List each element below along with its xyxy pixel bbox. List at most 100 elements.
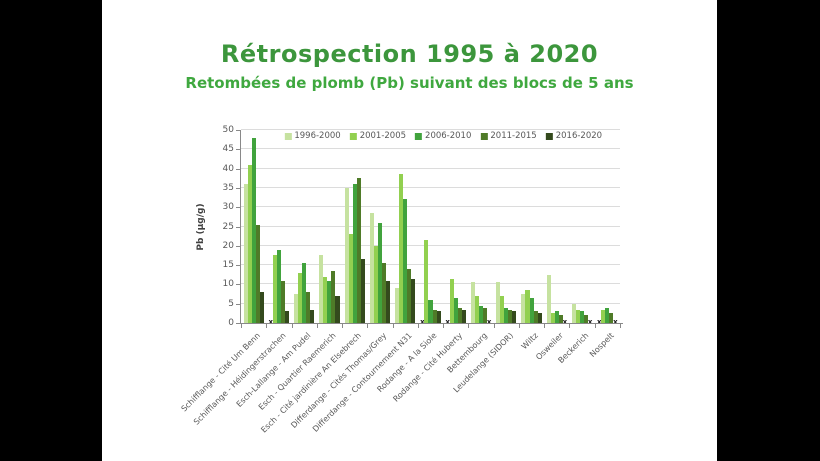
bar-slot [483,130,488,323]
x-axis-tick [291,324,293,328]
bar-slot [584,130,589,323]
bar-slot [298,130,303,323]
y-tick-label: 25 [222,221,234,232]
bar-slot [605,130,610,323]
bar-group [393,130,418,323]
bar-2006-2010 [554,311,559,323]
bar-2011-2015 [533,311,538,323]
bar-2011-2015 [508,309,513,323]
bar-1996-2000 [319,255,324,323]
bar-group: x [266,130,291,326]
bar-2016-2020 [436,311,441,323]
bar-slot [436,130,441,323]
bar-slot [432,130,437,323]
bar-slot [323,130,328,323]
x-axis-tick [493,324,495,328]
category-label: Nospelt [587,331,616,359]
bar-slot [381,130,387,323]
x-axis-tick [367,324,369,328]
legend-label: 2011-2015 [490,131,537,141]
x-axis-tick [569,324,571,328]
bar-slot [537,130,542,323]
y-axis-tick [236,265,240,267]
bar-2016-2020 [360,259,365,323]
bar-2006-2010 [504,307,509,323]
bar-slot [403,130,408,323]
y-tick-label: 0 [228,318,234,328]
category-label: Wiltz [519,331,540,352]
bar-slot [601,130,606,323]
plot-area: 0 5 10 15 20 25 30 35 40 45 50 x x x x x x x x [223,125,623,328]
bar-2011-2015 [483,307,488,323]
bar-group [342,130,367,323]
bar-2016-2020 [310,309,315,323]
bar-2006-2010 [352,184,357,323]
bar-slot [457,130,462,323]
bar-slot: x [420,130,425,326]
bar-1996-2000 [243,184,248,323]
bar-2016-2020 [386,280,391,323]
bar-2011-2015 [457,307,462,323]
missing-value-marker: x [268,318,274,326]
bar-2016-2020 [512,311,517,323]
bar-2011-2015 [432,309,437,323]
bar-slot [411,130,416,323]
x-axis-tick [594,324,596,328]
y-axis-tick [236,245,240,247]
bar-slot [496,130,501,323]
bar-slot [360,130,365,323]
bar-2001-2005 [399,174,404,323]
bar-slot: x [597,130,602,326]
y-tick-label: 10 [222,279,234,290]
y-axis-tick [236,207,240,209]
bar-2001-2005 [601,309,606,323]
bar-slot [580,130,585,323]
y-tick-label: 30 [222,202,234,213]
bar-slot: x [563,130,568,326]
bar-2001-2005 [474,295,479,323]
bar-slot [331,130,336,323]
missing-value-marker: x [445,318,450,326]
x-axis-tick [342,324,344,328]
bar-slot [373,130,378,323]
bar-2001-2005 [373,245,378,323]
y-axis-tick [236,323,240,324]
gridline [241,167,620,169]
x-axis-tick [241,324,242,328]
bar-slot [306,130,311,323]
y-axis-tick [236,168,240,170]
bar-slot [356,130,361,323]
bar-2001-2005 [576,309,581,323]
legend-swatch-icon [545,132,553,140]
y-tick-label: 15 [222,260,234,271]
bar-1996-2000 [521,294,526,323]
bar-group: x [468,130,493,326]
y-axis-tick [236,187,240,189]
bar-slot [609,130,614,323]
bar-group [367,130,392,323]
bar-slot [276,130,281,323]
y-tick-label: 5 [228,298,234,309]
bar-slot [478,130,484,323]
bar-2001-2005 [525,290,530,323]
legend-item: 2011-2015 [480,131,537,141]
legend-item: 2016-2020 [545,131,602,141]
bar-2006-2010 [403,199,408,323]
bar-group: x [569,130,594,326]
bar-2016-2020 [411,278,416,323]
bar-2006-2010 [302,263,307,323]
bar-2016-2020 [259,292,264,323]
bar-slot [251,130,256,323]
bar-group [519,130,544,323]
bar-slot [512,130,517,323]
category-label: Differdange - Cités Thomas/Grey [289,331,389,430]
bar-slot [470,130,475,323]
bar-slot [399,130,404,323]
x-axis-tick [417,324,419,328]
legend-swatch-icon [284,132,292,140]
y-axis-tick [236,149,240,151]
bar-group: x [418,130,443,326]
bar-slot [474,130,479,323]
bar-2011-2015 [306,292,311,323]
